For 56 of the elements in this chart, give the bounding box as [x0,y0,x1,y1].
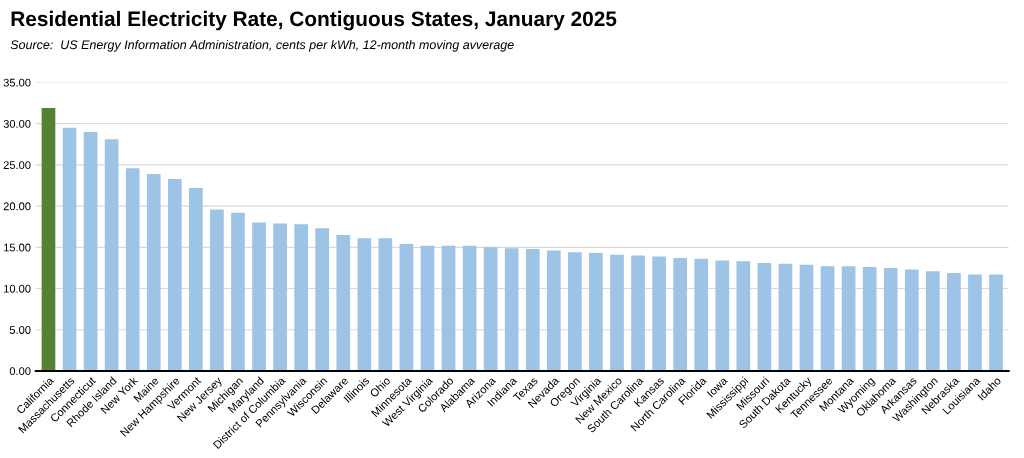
bar [104,139,119,371]
bar [925,271,940,371]
bar [631,255,645,371]
y-tick-label: 0.00 [9,367,31,376]
bar [378,238,393,371]
bar [862,267,877,371]
bar [167,178,182,371]
bar [315,228,330,371]
bar [778,263,793,371]
bar [336,234,351,371]
bar [736,261,751,371]
bar [420,245,435,371]
y-tick-label: 15.00 [4,243,31,252]
bar [546,250,561,371]
bar [483,247,498,371]
bar [399,244,414,371]
bar [694,258,709,371]
bar [83,131,98,371]
bar [715,260,730,371]
bar [125,168,140,371]
bar [441,245,456,371]
y-tick-label: 20.00 [3,202,31,211]
chart-title: Residential Electricity Rate, Contiguous States, January 2025 [11,10,617,31]
bar [568,252,582,371]
bar [947,272,961,371]
bar [294,224,308,371]
y-tick-label: 5.00 [9,326,31,334]
bar [273,223,287,371]
y-tick-label: 25.00 [3,161,31,170]
bar [189,187,203,371]
bar [757,262,772,371]
bar [41,108,56,371]
bar [673,258,688,371]
bar [231,212,245,371]
bar [989,274,1003,371]
bar [652,256,666,371]
bar [610,254,624,371]
bar [589,253,603,371]
bar [146,173,161,371]
bar [968,274,982,371]
y-tick-label: 35.00 [3,78,31,87]
bar [62,127,77,371]
bar [799,264,814,371]
chart-subtitle: Source: US Energy Information Administration, cents per kWh, 12-month moving avverage [10,39,514,52]
bar [841,266,856,371]
bar [820,266,835,371]
bar [462,245,477,371]
y-tick-label: 30.00 [3,119,31,128]
bar [883,267,898,371]
bar [357,238,372,371]
bar [904,269,919,371]
bar [525,248,540,371]
y-tick-label: 10.00 [4,284,31,293]
bar [210,209,224,371]
bar [504,248,519,371]
bar [252,222,266,371]
